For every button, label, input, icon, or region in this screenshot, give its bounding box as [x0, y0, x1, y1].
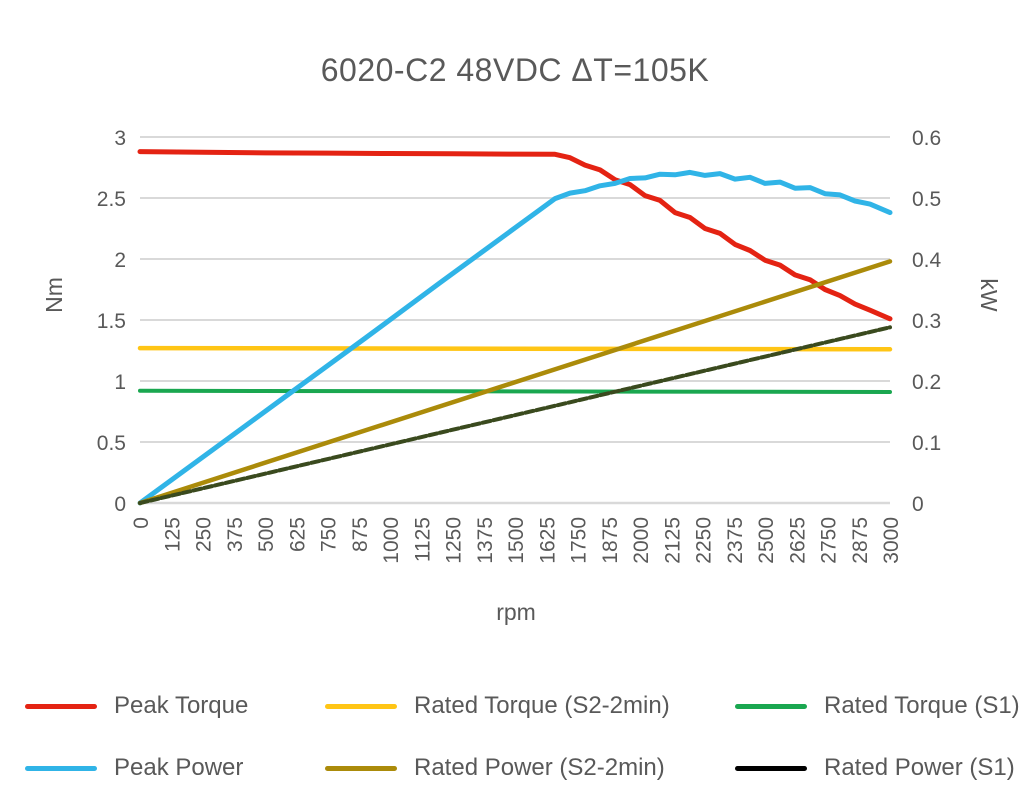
x-tick-label: 2625	[786, 517, 809, 564]
chart-title: 6020-C2 48VDC ΔT=105K	[320, 52, 710, 88]
legend-swatch	[325, 765, 397, 771]
y-right-tick-label: 0.5	[912, 188, 941, 211]
gridlines-group	[140, 136, 890, 505]
y-left-tick-labels: 0 0.5 1 1.5 2 2.5 3	[97, 127, 126, 516]
x-tick-label: 125	[161, 517, 184, 552]
series-line-rated-power-s1	[138, 325, 892, 505]
legend-item-rated-torque-s2-2min: Rated Torque (S2-2min)	[325, 692, 735, 720]
series-line-rated-torque-s1	[138, 388, 892, 394]
y-right-tick-label: 0.2	[912, 371, 941, 394]
x-tick-labels: 0 125 250 375 500 625 750 875 1000 1125 1250 1375 15…	[130, 517, 903, 564]
x-tick-label: 1000	[380, 517, 403, 564]
y-right-axis-title: kW	[976, 278, 1002, 312]
legend-label: Rated Torque (S2-2min)	[414, 692, 670, 719]
legend-item-rated-torque-s1: Rated Torque (S1)	[735, 692, 1020, 720]
y-right-tick-label: 0.3	[912, 310, 941, 333]
y-left-tick-label: 0.5	[97, 432, 126, 455]
y-right-tick-labels: 0 0.1 0.2 0.3 0.4 0.5 0.6	[912, 127, 942, 516]
y-left-tick-label: 3	[114, 127, 126, 150]
x-axis-title: rpm	[496, 599, 536, 625]
series-line-rated-power-s2-2min	[137, 259, 893, 506]
x-tick-label: 250	[193, 517, 216, 552]
chart-legend: Peak Torque Rated Torque (S2-2min) Rated T…	[25, 684, 1020, 790]
y-right-tick-label: 0.1	[912, 432, 941, 455]
x-tick-label: 375	[224, 517, 247, 552]
torque-power-chart: 0 0.5 1 1.5 2 2.5 3 0 0.1 0.2 0.3 0.4 0.5 0.6 0 125 25…	[41, 127, 1002, 625]
y-right-tick-label: 0	[912, 493, 924, 516]
x-tick-label: 1375	[474, 517, 497, 564]
x-tick-label: 875	[349, 517, 372, 552]
x-tick-label: 1625	[536, 517, 559, 564]
x-tick-label: 2750	[818, 517, 841, 564]
legend-swatch	[25, 765, 97, 771]
legend-swatch	[735, 765, 807, 771]
x-tick-label: 2250	[693, 517, 716, 564]
x-tick-label: 500	[255, 517, 278, 552]
legend-label: Peak Torque	[114, 692, 249, 719]
x-tick-label: 625	[286, 517, 309, 552]
x-tick-label: 2000	[630, 517, 653, 564]
y-left-tick-label: 0	[114, 493, 126, 516]
x-tick-label: 1875	[599, 517, 622, 564]
series-group	[137, 149, 893, 506]
series-line-peak-power	[137, 169, 893, 506]
legend-label: Peak Power	[114, 754, 244, 781]
series-line-rated-torque-s2-2min	[137, 345, 893, 352]
x-tick-label: 1750	[568, 517, 591, 564]
legend-label: Rated Power (S1)	[824, 754, 1015, 781]
y-left-tick-label: 2	[114, 249, 126, 272]
legend-swatch	[325, 703, 397, 709]
y-right-tick-label: 0.6	[912, 127, 941, 150]
y-left-tick-label: 2.5	[97, 188, 126, 211]
legend-swatch	[735, 703, 807, 709]
legend-label: Rated Torque (S1)	[824, 692, 1020, 719]
legend-item-peak-power: Peak Power	[25, 754, 325, 782]
x-tick-label: 2875	[849, 517, 872, 564]
x-tick-label: 2500	[755, 517, 778, 564]
y-left-axis-title: Nm	[41, 277, 67, 313]
x-tick-label: 1125	[411, 517, 434, 562]
legend-item-peak-torque: Peak Torque	[25, 692, 325, 720]
legend-item-rated-power-s1: Rated Power (S1)	[735, 754, 1015, 782]
x-tick-label: 750	[318, 517, 341, 552]
x-tick-label: 1500	[505, 517, 528, 564]
x-tick-label: 2125	[661, 517, 684, 564]
x-tick-label: 3000	[880, 517, 903, 564]
legend-swatch	[25, 703, 97, 709]
legend-label: Rated Power (S2-2min)	[414, 754, 665, 781]
x-tick-label: 0	[130, 517, 153, 529]
legend-item-rated-power-s2-2min: Rated Power (S2-2min)	[325, 754, 735, 782]
y-right-tick-label: 0.4	[912, 249, 942, 272]
x-tick-label: 1250	[443, 517, 466, 564]
y-left-tick-label: 1	[114, 371, 126, 394]
x-tick-label: 2375	[724, 517, 747, 564]
y-left-tick-label: 1.5	[97, 310, 126, 333]
series-line-peak-torque	[137, 149, 893, 322]
